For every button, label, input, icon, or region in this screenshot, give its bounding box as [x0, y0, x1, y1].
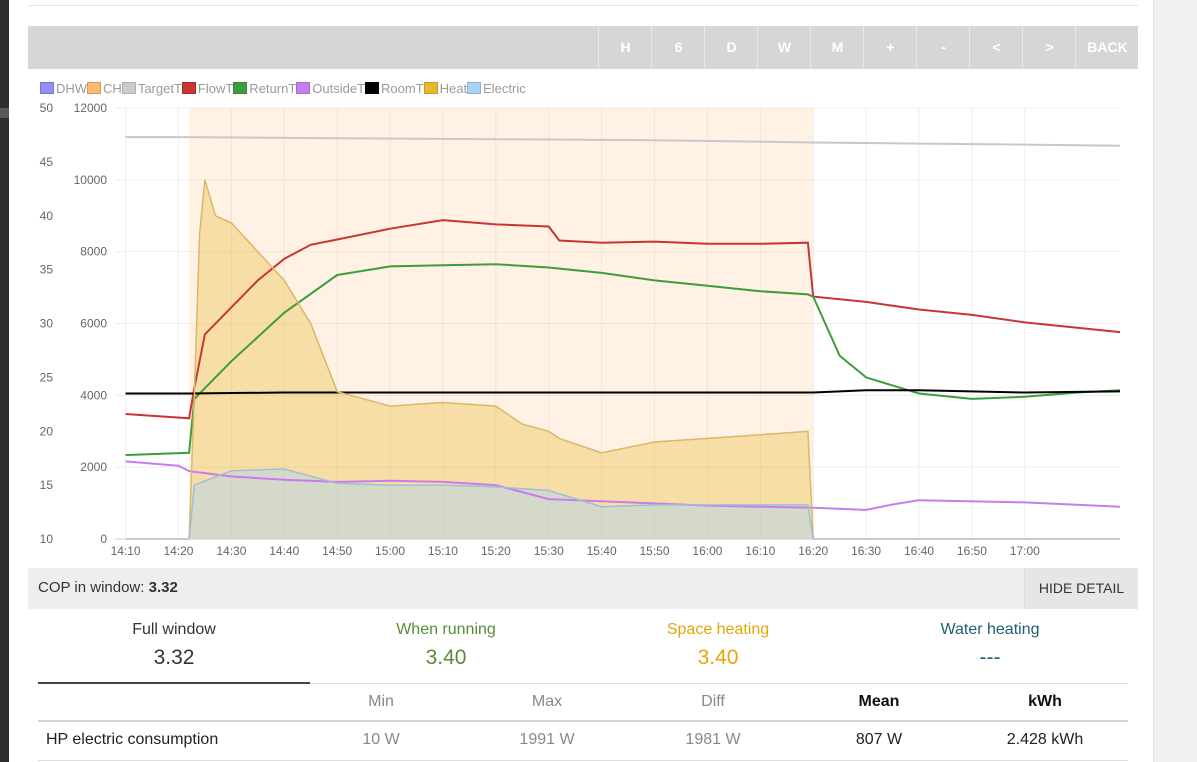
- legend-item-heat[interactable]: Heat: [423, 81, 468, 96]
- legend-label: TargetT: [137, 81, 182, 96]
- week-button[interactable]: W: [757, 26, 811, 69]
- top-card-edge: [28, 0, 1138, 6]
- back-button[interactable]: BACK: [1075, 26, 1139, 69]
- legend-label: Heat: [439, 81, 468, 96]
- legend-item-electric[interactable]: Electric: [467, 81, 526, 96]
- table-cell: 10 W: [362, 731, 400, 748]
- cop-label-text: COP in window:: [38, 579, 145, 596]
- summary-separator: [310, 683, 1128, 684]
- table-cell: 807 W: [855, 731, 903, 748]
- cop-summary: Full window 3.32 When running 3.40 Space hea…: [38, 610, 1128, 682]
- legend-item-returnt[interactable]: ReturnT: [233, 81, 296, 96]
- summary-full-window[interactable]: Full window 3.32: [38, 610, 310, 670]
- table-cell: 1981 W: [685, 731, 741, 748]
- legend-label: Electric: [483, 81, 526, 96]
- cop-bar: COP in window: 3.32 HIDE DETAIL: [28, 568, 1138, 609]
- legend-label: CH: [103, 81, 122, 96]
- legend-item-dhw[interactable]: DHW: [40, 81, 87, 96]
- legend-swatch: [365, 82, 380, 94]
- legend-swatch: [467, 82, 482, 94]
- window-edge: [0, 0, 9, 762]
- cop-window-label: COP in window: 3.32: [38, 579, 178, 596]
- summary-title: When running: [396, 621, 496, 638]
- summary-value: 3.40: [697, 646, 739, 669]
- legend-swatch: [233, 82, 248, 94]
- pan-right-button[interactable]: >: [1022, 26, 1076, 69]
- summary-title: Water heating: [940, 621, 1040, 638]
- table-cell: 1991 W: [519, 731, 575, 748]
- table-header-cell: Mean: [858, 693, 900, 710]
- legend-swatch: [296, 82, 311, 94]
- stats-table-header: Min Max Diff Mean kWh: [38, 684, 1128, 722]
- cop-window-value: 3.32: [148, 579, 178, 596]
- row-label: HP electric consumption: [46, 731, 219, 748]
- legend-item-roomt[interactable]: RoomT: [365, 81, 424, 96]
- hide-detail-button[interactable]: HIDE DETAIL: [1024, 568, 1138, 609]
- chart-legend: DHW CH TargetT FlowT ReturnT OutsideT RoomT Hea…: [40, 81, 526, 97]
- legend-swatch: [121, 82, 136, 94]
- chart-toolbar: H 6 D W M + - < > BACK: [28, 26, 1138, 69]
- zoom-out-button[interactable]: -: [916, 26, 970, 69]
- legend-label: DHW: [56, 81, 88, 96]
- legend-swatch: [181, 82, 196, 94]
- legend-item-outsidet[interactable]: OutsideT: [296, 81, 365, 96]
- legend-label: OutsideT: [312, 81, 366, 96]
- table-header-cell: Max: [531, 693, 563, 710]
- summary-value: 3.40: [425, 646, 467, 669]
- six-hours-button[interactable]: 6: [651, 26, 705, 69]
- summary-water-heating[interactable]: Water heating ---: [854, 610, 1126, 670]
- legend-item-flowt[interactable]: FlowT: [181, 81, 234, 96]
- page-gutter: [1153, 0, 1197, 762]
- table-cell: 2.428 kWh: [1006, 731, 1084, 748]
- summary-value: 3.32: [153, 646, 195, 669]
- legend-item-ch[interactable]: CH: [87, 81, 122, 96]
- table-header-cell: Diff: [701, 693, 725, 710]
- window-edge-tab: [0, 108, 9, 118]
- day-button[interactable]: D: [704, 26, 758, 69]
- zoom-in-button[interactable]: +: [863, 26, 917, 69]
- summary-value: ---: [979, 646, 1001, 669]
- chart-panel: [28, 69, 1138, 568]
- table-header-cell: [38, 684, 310, 720]
- legend-label: RoomT: [381, 81, 424, 96]
- legend-swatch: [40, 82, 54, 94]
- summary-space-heating[interactable]: Space heating 3.40: [582, 610, 854, 670]
- legend-swatch: [87, 82, 102, 94]
- table-header-cell: kWh: [1028, 693, 1062, 710]
- active-summary-underline: [38, 682, 310, 684]
- table-header-cell: Min: [368, 693, 394, 710]
- legend-label: FlowT: [197, 81, 234, 96]
- summary-when-running[interactable]: When running 3.40: [310, 610, 582, 670]
- summary-title: Full window: [132, 621, 216, 638]
- legend-swatch: [423, 82, 438, 94]
- month-button[interactable]: M: [810, 26, 864, 69]
- legend-item-targett[interactable]: TargetT: [121, 81, 182, 96]
- pan-left-button[interactable]: <: [969, 26, 1023, 69]
- legend-label: ReturnT: [249, 81, 297, 96]
- table-row: HP electric consumption 10 W 1991 W 1981 W 8…: [38, 722, 1128, 761]
- summary-title: Space heating: [666, 621, 770, 638]
- hour-button[interactable]: H: [598, 26, 652, 69]
